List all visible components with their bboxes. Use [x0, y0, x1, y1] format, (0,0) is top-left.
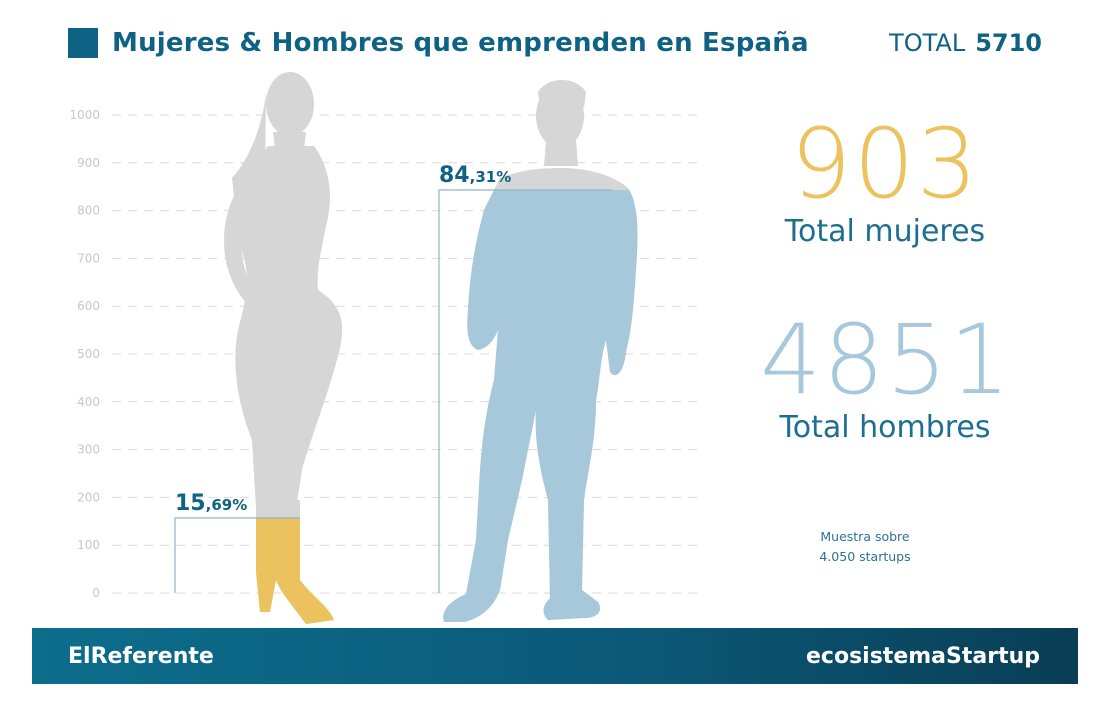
men-total-number: 4851 [760, 304, 1013, 416]
y-axis: 0 100 200 300 400 500 600 700 800 900 1000 [69, 108, 100, 600]
bar-bracket-mujeres [174, 517, 300, 593]
y-tick-label: 900 [77, 156, 100, 170]
bar-bracket-hombres [438, 189, 612, 593]
y-tick-label: 600 [77, 299, 100, 313]
y-tick-label: 100 [77, 538, 100, 552]
men-total-block: 4851 Total hombres [760, 312, 1010, 445]
total-label: TOTAL [889, 29, 966, 57]
men-total-label: Total hombres [779, 410, 991, 445]
total-indicator: TOTAL 5710 [889, 26, 1042, 60]
y-tick-label: 400 [77, 395, 100, 409]
sample-note-line2: 4.050 startups [819, 549, 911, 564]
data-label-hombres: 84,31% [439, 163, 511, 188]
y-tick-label: 300 [77, 443, 100, 457]
men-bar [443, 189, 638, 622]
y-tick-label: 200 [77, 490, 100, 504]
woman-silhouette-icon [224, 72, 343, 624]
y-tick-label: 0 [92, 586, 100, 600]
women-bar [256, 518, 334, 624]
data-label-mujeres: 15,69% [175, 491, 247, 516]
y-tick-label: 500 [77, 347, 100, 361]
women-total-number: 903 [790, 108, 980, 220]
man-silhouette-icon [443, 80, 638, 622]
y-tick-label: 700 [77, 251, 100, 265]
chart-title: Mujeres & Hombres que emprenden en Españ… [112, 28, 809, 58]
elreferente-logo: ElReferente [68, 643, 214, 669]
sample-note-line1: Muestra sobre [820, 529, 910, 544]
sample-note: Muestra sobre 4.050 startups [795, 527, 935, 567]
header: Mujeres & Hombres que emprenden en Españ… [68, 26, 809, 60]
footer-bar: ElReferente ecosistemaStartup [32, 628, 1078, 684]
women-total-label: Total mujeres [784, 214, 986, 249]
ecosistemastartup-logo: ecosistemaStartup [806, 643, 1040, 669]
grid-lines [112, 114, 700, 594]
title-square-icon [68, 28, 98, 58]
y-tick-label: 800 [77, 204, 100, 218]
total-value: 5710 [975, 29, 1042, 57]
y-tick-label: 1000 [69, 108, 100, 122]
women-total-block: 903 Total mujeres [760, 116, 1010, 249]
